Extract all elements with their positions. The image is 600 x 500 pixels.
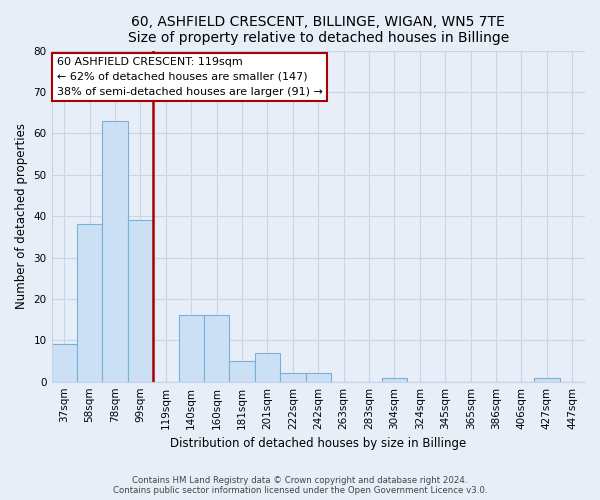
Text: Contains HM Land Registry data © Crown copyright and database right 2024.
Contai: Contains HM Land Registry data © Crown c… — [113, 476, 487, 495]
Y-axis label: Number of detached properties: Number of detached properties — [15, 123, 28, 309]
Bar — [103, 121, 128, 382]
Bar — [534, 378, 560, 382]
Title: 60, ASHFIELD CRESCENT, BILLINGE, WIGAN, WN5 7TE
Size of property relative to det: 60, ASHFIELD CRESCENT, BILLINGE, WIGAN, … — [128, 15, 509, 45]
Bar — [179, 316, 204, 382]
Bar — [280, 374, 305, 382]
Bar — [382, 378, 407, 382]
Text: 60 ASHFIELD CRESCENT: 119sqm
← 62% of detached houses are smaller (147)
38% of s: 60 ASHFIELD CRESCENT: 119sqm ← 62% of de… — [57, 57, 323, 97]
Bar — [305, 374, 331, 382]
X-axis label: Distribution of detached houses by size in Billinge: Distribution of detached houses by size … — [170, 437, 466, 450]
Bar — [229, 361, 255, 382]
Bar — [77, 224, 103, 382]
Bar — [255, 352, 280, 382]
Bar — [52, 344, 77, 382]
Bar — [128, 220, 153, 382]
Bar — [204, 316, 229, 382]
